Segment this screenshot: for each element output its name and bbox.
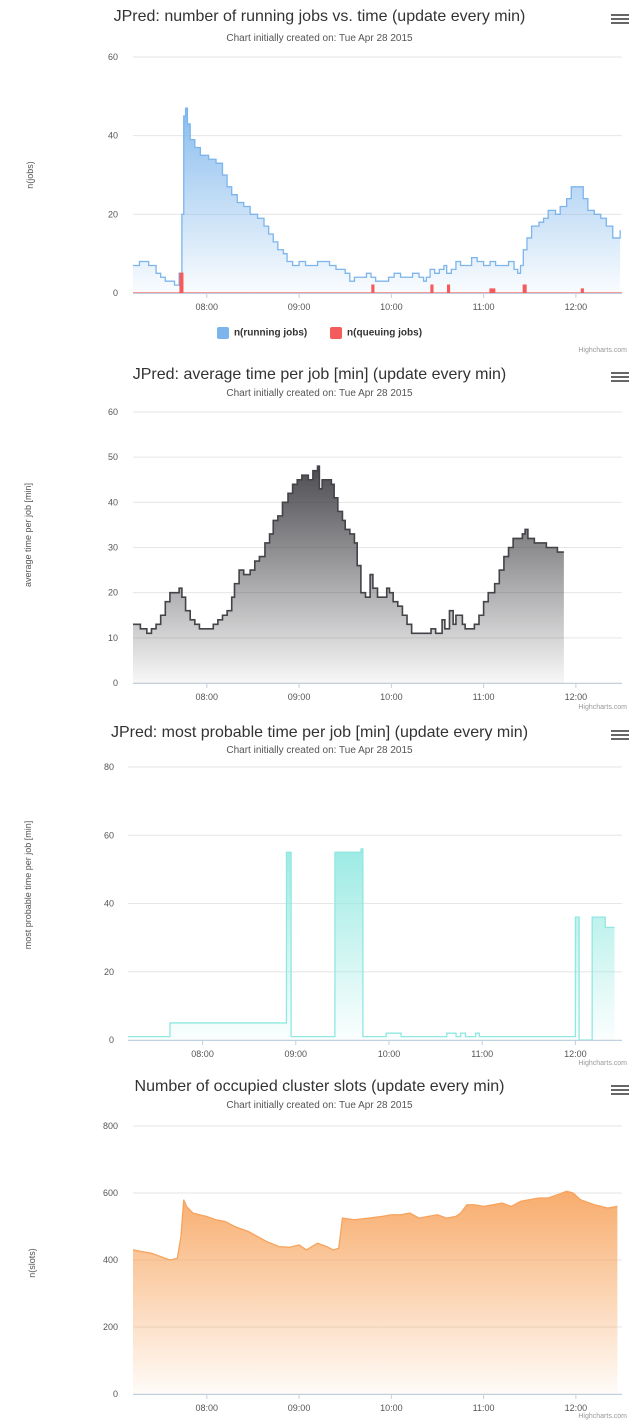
x-tick-label: 09:00 (288, 302, 311, 312)
x-tick-label: 08:00 (196, 692, 219, 702)
x-tick-label: 12:00 (565, 1403, 588, 1413)
chart-plot: 0 10 20 30 40 50 60 08:00 09:00 10:00 11:00 12:00 (108, 407, 622, 702)
chart-running-jobs: JPred: number of running jobs vs. time (… (0, 0, 639, 360)
y-tick-label: 400 (103, 1255, 118, 1265)
y-tick-label: 40 (104, 899, 114, 909)
series-area (133, 1191, 618, 1394)
x-tick-label: 09:00 (288, 692, 311, 702)
x-tick-label: 10:00 (378, 1049, 401, 1059)
chart-title: JPred: average time per job [min] (updat… (132, 366, 507, 383)
y-tick-label: 800 (103, 1121, 118, 1131)
credit-link[interactable]: Highcharts.com (578, 704, 627, 711)
legend-swatch (216, 327, 229, 339)
x-tick-label: 12:00 (565, 692, 588, 702)
y-tick-label: 0 (113, 1389, 118, 1399)
y-tick-label: 60 (104, 830, 114, 840)
x-tick-label: 08:00 (196, 302, 219, 312)
chart-plot: 0 20 40 60 80 08:00 09:00 10:00 11:00 12:00 (104, 762, 622, 1059)
x-tick-label: 08:00 (191, 1049, 214, 1059)
y-tick-label: 600 (103, 1188, 118, 1198)
series-area (133, 273, 622, 293)
x-tick-label: 11:00 (473, 692, 495, 702)
series-area (128, 848, 615, 1040)
legend-item-queuing[interactable]: n(queuing jobs) (330, 327, 422, 339)
chart-probable-time: JPred: most probable time per job [min] … (0, 720, 639, 1075)
chart-subtitle: Chart initially created on: Tue Apr 28 2… (226, 388, 413, 399)
series-line (132, 1190, 618, 1261)
hamburger-menu-icon[interactable] (611, 1083, 629, 1097)
y-tick-label: 50 (108, 452, 118, 462)
x-tick-label: 10:00 (380, 1403, 403, 1413)
y-tick-label: 0 (113, 288, 118, 298)
series-area (133, 466, 564, 683)
credit-link[interactable]: Highcharts.com (578, 347, 627, 354)
chart-cluster-slots: Number of occupied cluster slots (update… (0, 1075, 639, 1424)
series-line (133, 465, 564, 635)
y-tick-label: 20 (104, 967, 114, 977)
y-tick-label: 0 (109, 1035, 114, 1045)
y-tick-label: 30 (108, 543, 118, 553)
x-tick-label: 11:00 (473, 1403, 495, 1413)
legend-label: n(running jobs) (233, 327, 308, 339)
credit-link[interactable]: Highcharts.com (578, 1060, 627, 1067)
credit-link[interactable]: Highcharts.com (578, 1413, 627, 1420)
chart-title: JPred: most probable time per job [min] … (110, 724, 529, 741)
hamburger-menu-icon[interactable] (611, 370, 629, 384)
y-tick-label: 40 (108, 131, 118, 141)
chart-plot: 0 20 40 60 08:00 09:00 10:00 11:00 12:00 (108, 52, 622, 312)
chart-title: Number of occupied cluster slots (update… (134, 1078, 505, 1095)
x-tick-label: 11:00 (471, 1049, 493, 1059)
legend-swatch (330, 327, 343, 339)
series-area (133, 108, 621, 293)
series-line (128, 848, 615, 1041)
x-tick-label: 08:00 (196, 1403, 219, 1413)
y-tick-label: 80 (104, 762, 114, 772)
hamburger-menu-icon[interactable] (611, 728, 629, 742)
y-tick-label: 20 (108, 209, 118, 219)
y-tick-label: 60 (108, 407, 118, 417)
chart-plot: 0 200 400 600 800 08:00 09:00 10:00 11:00 12:00 (103, 1121, 622, 1413)
y-tick-label: 10 (108, 633, 118, 643)
chart-subtitle: Chart initially created on: Tue Apr 28 2… (226, 745, 413, 756)
chart-title: JPred: number of running jobs vs. time (… (113, 8, 526, 25)
x-tick-label: 09:00 (288, 1403, 311, 1413)
chart-subtitle: Chart initially created on: Tue Apr 28 2… (226, 33, 413, 44)
x-tick-label: 11:00 (473, 302, 495, 312)
y-tick-label: 60 (108, 52, 118, 62)
y-tick-label: 200 (103, 1322, 118, 1332)
series-line (133, 107, 621, 286)
y-tick-label: 40 (108, 497, 118, 507)
x-tick-label: 12:00 (564, 1049, 587, 1059)
y-tick-label: 0 (113, 678, 118, 688)
legend-item-running[interactable]: n(running jobs) (216, 327, 308, 339)
chart-subtitle: Chart initially created on: Tue Apr 28 2… (226, 1100, 413, 1111)
x-tick-label: 10:00 (380, 302, 403, 312)
y-tick-label: 20 (108, 588, 118, 598)
x-tick-label: 10:00 (380, 692, 403, 702)
hamburger-menu-icon[interactable] (611, 12, 629, 26)
chart-average-time: JPred: average time per job [min] (updat… (0, 360, 639, 720)
x-tick-label: 09:00 (285, 1049, 308, 1059)
legend-label: n(queuing jobs) (347, 327, 423, 339)
legend: n(running jobs) n(queuing jobs) (0, 327, 639, 339)
x-tick-label: 12:00 (565, 302, 588, 312)
